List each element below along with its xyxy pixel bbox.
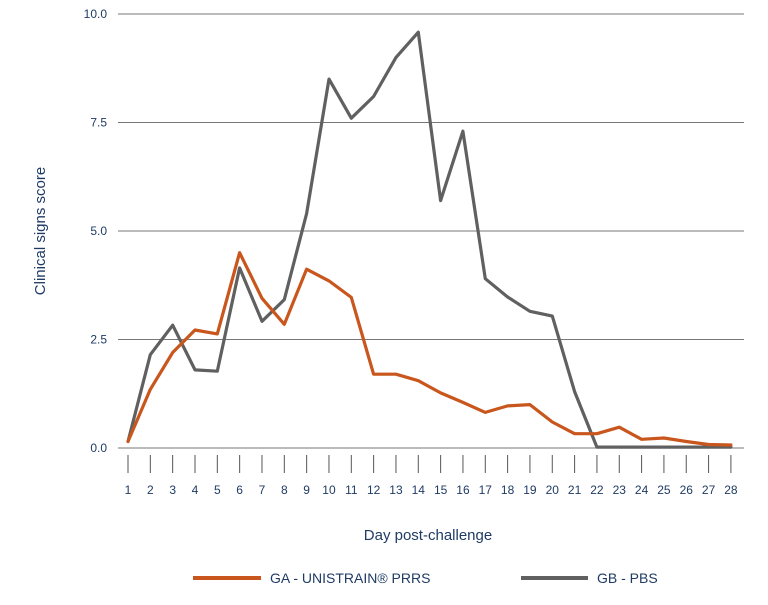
x-tick-label: 20 [546, 483, 560, 497]
y-tick-label: 2.5 [90, 333, 107, 347]
x-axis: 1 2 3 4 5 6 7 8 9 10 11 12 13 14 15 16 17 18 19 20 21 22 23 24 2… [125, 455, 738, 497]
x-tick-label: 27 [702, 483, 716, 497]
x-axis-title: Day post-challenge [364, 527, 492, 544]
x-tick-label: 26 [680, 483, 694, 497]
y-axis-tick-labels: 0.0 2.5 5.0 7.5 10.0 [84, 7, 108, 455]
x-tick-label: 17 [479, 483, 493, 497]
x-tick-label: 14 [412, 483, 426, 497]
legend-label: GB - PBS [597, 570, 658, 586]
x-tick-label: 13 [389, 483, 403, 497]
y-axis-title: Clinical signs score [32, 167, 49, 295]
x-tick-label: 16 [456, 483, 470, 497]
x-tick-label: 10 [322, 483, 336, 497]
x-tick-label: 21 [568, 483, 582, 497]
x-tick-label: 6 [236, 483, 243, 497]
x-tick-label: 1 [125, 483, 132, 497]
x-tick-label: 12 [367, 483, 381, 497]
x-tick-label: 28 [724, 483, 738, 497]
x-tick-label: 19 [523, 483, 537, 497]
x-tick-label: 3 [169, 483, 176, 497]
x-tick-label: 25 [657, 483, 671, 497]
y-tick-label: 5.0 [90, 224, 107, 238]
x-tick-label: 5 [214, 483, 221, 497]
x-tick-label: 11 [345, 483, 358, 497]
x-tick-label: 4 [192, 483, 199, 497]
x-tick-label: 9 [303, 483, 310, 497]
series-lines [126, 30, 733, 449]
series-line-gb-pbs [126, 30, 733, 449]
x-tick-label: 24 [635, 483, 649, 497]
x-tick-label: 2 [147, 483, 154, 497]
y-tick-label: 10.0 [84, 7, 108, 21]
legend-label: GA - UNISTRAIN® PRRS [270, 570, 430, 586]
y-tick-label: 0.0 [90, 441, 107, 455]
x-tick-label: 22 [590, 483, 604, 497]
x-tick-label: 7 [259, 483, 266, 497]
legend: GA - UNISTRAIN® PRRS GB - PBS [193, 570, 658, 586]
x-tick-label: 15 [434, 483, 448, 497]
y-tick-label: 7.5 [90, 116, 107, 130]
x-tick-label: 8 [281, 483, 288, 497]
series-line-ga-unistrain [126, 251, 733, 447]
x-tick-label: 23 [613, 483, 627, 497]
x-tick-label: 18 [501, 483, 515, 497]
grid-lines [118, 13, 744, 449]
